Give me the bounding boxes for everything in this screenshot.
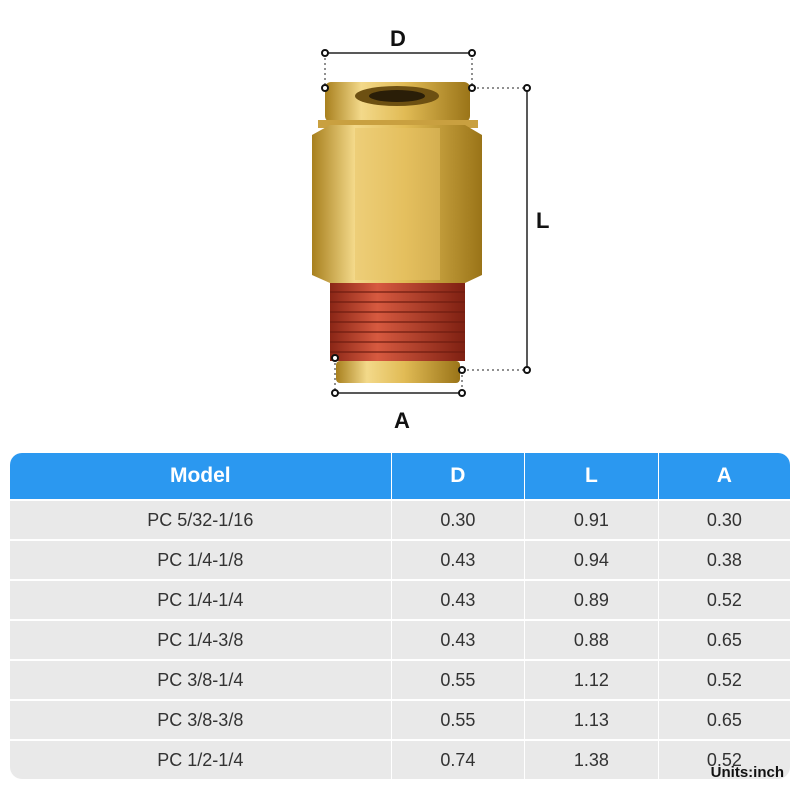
dimension-lines [324,52,528,394]
table-body: PC 5/32-1/16 0.30 0.91 0.30 PC 1/4-1/8 0.43 0.… [10,499,790,779]
table-cell: 0.52 [658,659,790,700]
column-header: D [391,453,526,500]
column-header: Model [10,453,392,500]
column-header: A [658,453,790,500]
dimension-d-label: D [390,26,406,51]
table-cell: PC 1/4-1/8 [10,539,392,580]
table-cell: 1.38 [524,739,659,779]
column-header: L [524,453,659,500]
table-row: PC 1/4-3/8 0.43 0.88 0.65 [10,619,790,660]
table-row: PC 1/4-1/8 0.43 0.94 0.38 [10,539,790,580]
table-cell: PC 5/32-1/16 [10,499,392,540]
table-cell: PC 1/2-1/4 [10,739,392,779]
table-cell: PC 3/8-1/4 [10,659,392,700]
table-cell: 0.52 [658,579,790,620]
table-cell: 1.12 [524,659,659,700]
table-cell: 0.55 [391,659,526,700]
table-cell: 0.52 [658,739,790,779]
table-cell: 0.65 [658,699,790,740]
table-cell: PC 1/4-3/8 [10,619,392,660]
fitting-dimension-drawing [312,49,531,397]
dimension-dots [321,49,531,397]
table-header-row: Model D L A [10,453,790,500]
brass-fitting-image [312,82,482,383]
dimension-l-label: L [536,208,550,233]
table-cell: 0.89 [524,579,659,620]
table-cell: 0.43 [391,579,526,620]
table-cell: 0.65 [658,619,790,660]
table-cell: PC 1/4-1/4 [10,579,392,620]
table-cell: 0.43 [391,539,526,580]
table-cell: 0.55 [391,699,526,740]
table-cell: 0.30 [391,499,526,540]
table-cell: 0.43 [391,619,526,660]
table-row: PC 3/8-3/8 0.55 1.13 0.65 [10,699,790,740]
table-cell: 0.30 [658,499,790,540]
table-cell: PC 3/8-3/8 [10,699,392,740]
table-row: PC 5/32-1/16 0.30 0.91 0.30 [10,499,790,540]
table-row: PC 1/2-1/4 0.74 1.38 0.52 [10,739,790,779]
table-cell: 0.38 [658,539,790,580]
units-note: Units:inch [710,764,784,781]
dimension-a-label: A [394,408,410,433]
table-cell: 0.91 [524,499,659,540]
table-cell: 0.74 [391,739,526,779]
table-row: PC 1/4-1/4 0.43 0.89 0.52 [10,579,790,620]
table-row: PC 3/8-1/4 0.55 1.12 0.52 [10,659,790,700]
table-cell: 0.94 [524,539,659,580]
spec-table: Model D L A PC 5/32-1/16 0.30 0.91 0.30 PC 1/4-… [10,453,790,779]
table-cell: 1.13 [524,699,659,740]
table-cell: 0.88 [524,619,659,660]
